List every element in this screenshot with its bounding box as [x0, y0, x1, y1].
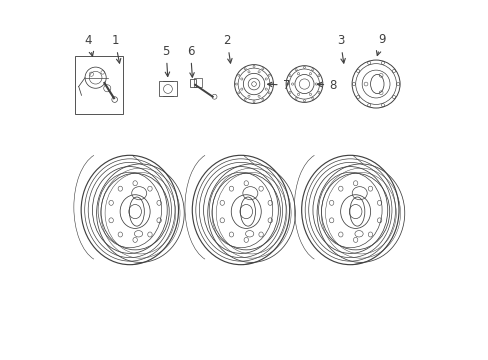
Text: 4: 4: [84, 34, 93, 56]
Text: 5: 5: [162, 45, 169, 76]
Text: 6: 6: [186, 45, 194, 77]
Text: 7: 7: [267, 78, 289, 91]
Text: 2: 2: [223, 34, 232, 63]
Bar: [75, 56, 122, 114]
Text: 8: 8: [317, 78, 336, 91]
Text: 9: 9: [376, 33, 385, 55]
Text: 1: 1: [111, 34, 121, 63]
Text: 3: 3: [336, 34, 345, 63]
